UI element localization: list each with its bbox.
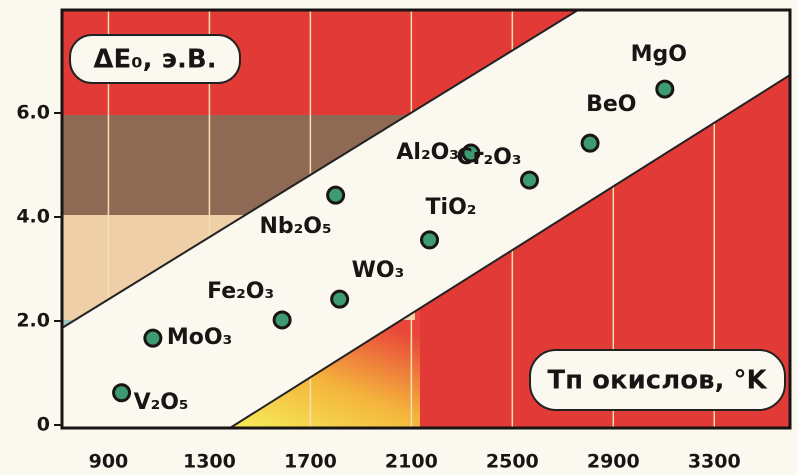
x-axis-label: Tп окислов, °K [547,366,767,396]
y-axis-label: ΔE₀, э.В. [93,45,216,75]
point-label: Cr₂O₃ [457,145,522,170]
x-tick-label: 1300 [183,451,236,473]
x-tick-label: 3300 [688,451,741,473]
point [328,187,344,203]
point [582,135,598,151]
point-label: Fe₂O₃ [207,279,274,304]
point-label: MoO₃ [167,325,232,350]
chart: ΔE₀, э.В. Tп окислов, °K 900 1300 1700 2100… [0,0,797,475]
point [274,312,290,328]
point-label: MgO [631,42,687,67]
x-tick-label: 900 [89,451,129,473]
x-tick-label: 2900 [587,451,640,473]
point-label: WO₃ [352,258,405,283]
y-tick-label: 2.0 [16,310,50,332]
point [332,291,348,307]
x-tick-label: 2500 [486,451,539,473]
point-label: Al₂O₃ [396,140,459,165]
point-label: Nb₂O₅ [259,214,331,239]
x-tick-label: 2100 [385,451,438,473]
point-label: TiO₂ [426,195,477,220]
point [657,81,673,97]
y-tick-label: 4.0 [16,206,50,228]
point [145,330,161,346]
point-label: V₂O₅ [134,390,189,415]
y-tick-label: 0 [37,414,50,436]
point [114,385,130,401]
y-tick-label: 6.0 [16,102,50,124]
x-tick-label: 1700 [284,451,337,473]
point [422,232,438,248]
point [521,172,537,188]
point-label: BeO [586,92,636,117]
